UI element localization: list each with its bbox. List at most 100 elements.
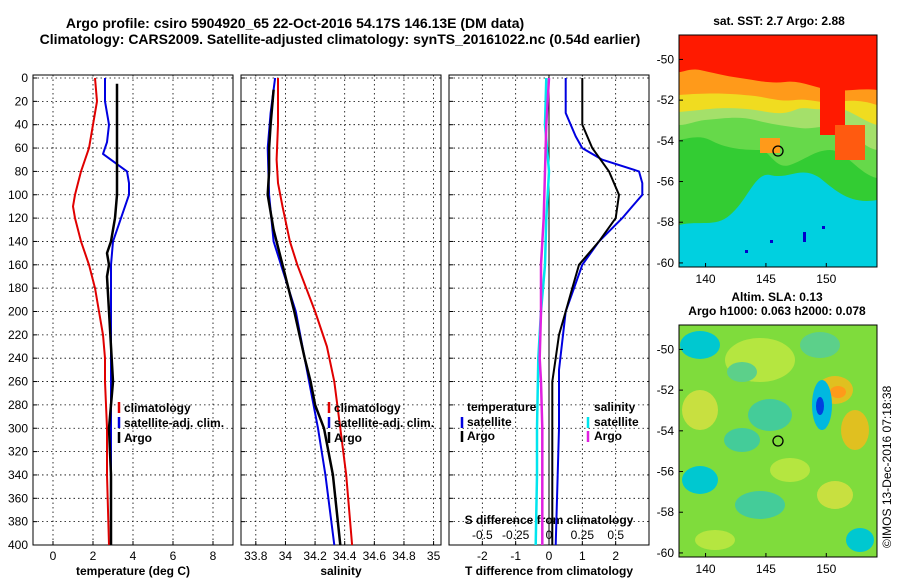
x-tick-label: 4 (130, 549, 137, 563)
map-y-tick-label: -54 (657, 424, 675, 438)
temperature-legend: climatology satellite-adj. clim. Argo (117, 401, 224, 445)
legend-title-salinity: salinity (594, 400, 636, 414)
map-y-tick-label: -52 (657, 383, 675, 397)
series-climatology-line (72, 77, 110, 546)
sla-map-title-1: Altim. SLA: 0.13 (731, 290, 823, 304)
y-tick-label: 60 (15, 141, 29, 155)
temperature-panel: 0204060801001201401601802002202402602803… (8, 71, 234, 578)
x-top-tick-label: -0.5 (472, 528, 493, 542)
series-s-satellite-line (534, 77, 551, 546)
x-tick-label: -1 (510, 549, 521, 563)
map-y-tick-label: -52 (657, 93, 675, 107)
sst-map-title: sat. SST: 2.7 Argo: 2.88 (713, 14, 845, 28)
x-tick-label: 6 (170, 549, 177, 563)
map-y-tick-label: -50 (657, 52, 675, 66)
credit-text: ©IMOS 13-Dec-2016 07:18:38 (880, 385, 894, 548)
legend-climatology: climatology (334, 401, 401, 415)
y-tick-label: 340 (8, 468, 28, 482)
difference-legend: temperature satellite Argo salinity sate… (460, 400, 639, 443)
y-tick-label: 100 (8, 188, 28, 202)
legend-satellite-adj: satellite-adj. clim. (124, 416, 224, 430)
y-tick-label: 180 (8, 281, 28, 295)
y-tick-label: 120 (8, 211, 28, 225)
x-tick-label: 0 (546, 549, 553, 563)
series-argo-line (266, 89, 342, 546)
salinity-legend: climatology satellite-adj. clim. Argo (327, 401, 434, 445)
y-tick-label: 80 (15, 164, 29, 178)
sla-argo-marker (772, 435, 784, 447)
map-x-tick-label: 140 (696, 562, 716, 576)
x-tick-label: 34.8 (392, 549, 416, 563)
series-t-argo-line (551, 78, 620, 545)
y-tick-label: 20 (15, 94, 29, 108)
map-x-tick-label: 150 (816, 562, 836, 576)
x-tick-label: 34.2 (303, 549, 327, 563)
series-satellite-line (102, 78, 130, 545)
x-tick-label: 0 (50, 549, 57, 563)
y-tick-label: 0 (21, 71, 28, 85)
x-top-tick-label: 0.5 (607, 528, 624, 542)
title-line-1: Argo profile: csiro 5904920_65 22-Oct-20… (66, 15, 524, 31)
y-tick-label: 220 (8, 328, 28, 342)
x-tick-label: 34 (279, 549, 293, 563)
plot-frame (240, 74, 442, 546)
legend-t-satellite: satellite (467, 415, 512, 429)
y-tick-label: 380 (8, 515, 28, 529)
map-x-tick-label: 150 (816, 272, 836, 286)
x-top-tick-label: 0.25 (571, 528, 595, 542)
map-y-tick-label: -54 (657, 134, 675, 148)
x-axis-label: temperature (deg C) (76, 564, 190, 578)
x-tick-label: 34.4 (333, 549, 357, 563)
x-tick-label: 35 (427, 549, 441, 563)
legend-argo: Argo (334, 431, 362, 445)
map-y-tick-label: -60 (657, 546, 675, 560)
sst-map: sat. SST: 2.7 Argo: 2.88 140 145 150 -50 -52… (657, 14, 878, 286)
legend-argo: Argo (124, 431, 152, 445)
y-tick-label: 200 (8, 305, 28, 319)
legend-t-argo: Argo (467, 429, 495, 443)
y-tick-label: 400 (8, 538, 28, 552)
y-tick-label: 40 (15, 118, 29, 132)
map-y-tick-label: -56 (657, 175, 675, 189)
y-tick-label: 260 (8, 375, 28, 389)
y-tick-label: 280 (8, 398, 28, 412)
x-tick-label: -2 (477, 549, 488, 563)
title-line-2: Climatology: CARS2009. Satellite-adjuste… (40, 31, 641, 47)
x-tick-label: 34.6 (363, 549, 387, 563)
x-top-tick-label: -0.25 (502, 528, 530, 542)
x-tick-label: 2 (612, 549, 619, 563)
y-tick-label: 360 (8, 491, 28, 505)
map-y-tick-label: -58 (657, 505, 675, 519)
map-y-tick-label: -50 (657, 342, 675, 356)
y-tick-label: 300 (8, 421, 28, 435)
x-tick-label: 8 (210, 549, 217, 563)
y-tick-label: 140 (8, 234, 28, 248)
sla-map-title-2: Argo h1000: 0.063 h2000: 0.078 (688, 304, 866, 318)
map-x-tick-label: 140 (696, 272, 716, 286)
legend-s-argo: Argo (594, 429, 622, 443)
map-y-tick-label: -56 (657, 465, 675, 479)
x-axis-label: salinity (320, 564, 362, 578)
series-climatology-line (275, 78, 354, 546)
x-tick-label: 33.8 (244, 549, 268, 563)
x-tick-label: 2 (90, 549, 97, 563)
x-tick-label: 1 (579, 549, 586, 563)
map-y-tick-label: -58 (657, 215, 675, 229)
sst-argo-marker (772, 145, 784, 157)
legend-climatology: climatology (124, 401, 191, 415)
legend-s-satellite: satellite (594, 415, 639, 429)
legend-title-temperature: temperature (467, 400, 537, 414)
map-y-tick-label: -60 (657, 256, 675, 270)
salinity-panel: 33.8 34 34.2 34.4 34.6 34.8 35 salinity (240, 74, 442, 578)
y-tick-label: 240 (8, 351, 28, 365)
series-t-satellite-line (554, 78, 644, 546)
x-axis-label: T difference from climatology (465, 564, 633, 578)
legend-satellite-adj: satellite-adj. clim. (334, 416, 434, 430)
map-x-tick-label: 145 (756, 272, 776, 286)
y-tick-label: 320 (8, 445, 28, 459)
sla-map: Altim. SLA: 0.13 Argo h1000: 0.063 h2000… (657, 290, 878, 576)
map-x-tick-label: 145 (756, 562, 776, 576)
series-argo-line (105, 83, 119, 545)
